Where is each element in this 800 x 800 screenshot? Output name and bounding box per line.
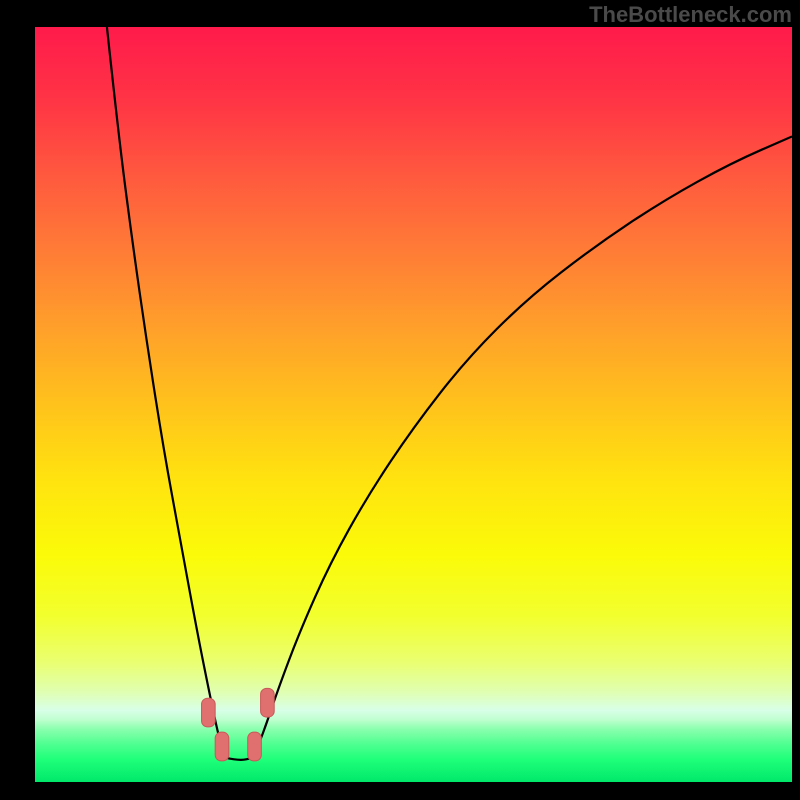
marker [261, 688, 275, 717]
marker [248, 732, 262, 761]
gradient-background [35, 27, 792, 782]
plot-svg [35, 27, 792, 782]
watermark-text: TheBottleneck.com [589, 2, 792, 28]
marker [215, 732, 229, 761]
marker [202, 698, 216, 727]
chart-container: TheBottleneck.com [0, 0, 800, 800]
plot-area [35, 27, 792, 782]
